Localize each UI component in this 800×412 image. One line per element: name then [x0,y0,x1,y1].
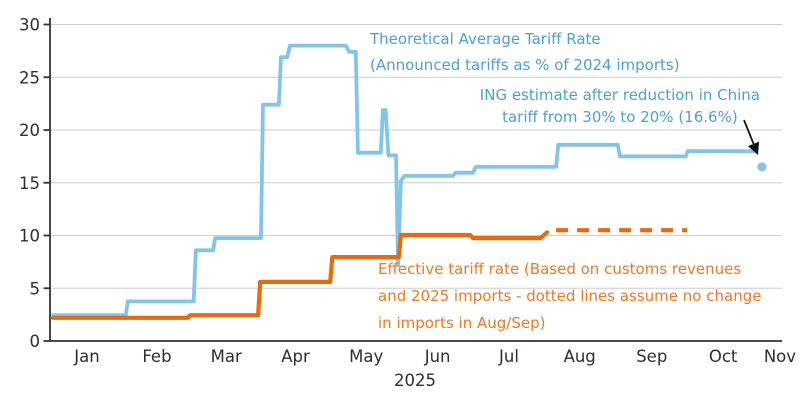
annotation-arrow [743,119,760,155]
annotation-theoretical-label: Theoretical Average Tariff Rate (Announc… [370,26,680,78]
annotation-line: and 2025 imports - dotted lines assume n… [378,287,762,305]
x-tick-label: Mar [211,347,242,366]
annotation-ing-estimate-label: ING estimate after reduction in China ta… [480,84,760,128]
y-tick-label: 10 [19,227,40,246]
annotation-line: ING estimate after reduction in China [479,86,760,104]
ing-estimate-point [757,162,767,172]
annotation-effective-label: Effective tariff rate (Based on customs … [378,256,761,337]
x-tick-label: Apr [281,347,310,366]
y-tick-label: 0 [30,332,41,351]
y-tick-label: 5 [30,279,41,298]
annotation-line: in imports in Aug/Sep) [378,314,546,332]
series-effective-tariff-rate [50,230,550,320]
x-tick-label: Aug [564,347,596,366]
annotation-line: Theoretical Average Tariff Rate [370,30,601,48]
y-tick-label: 25 [19,68,40,87]
x-tick-label: Jan [73,347,99,366]
x-tick-label: Oct [709,347,738,366]
x-tick-label: Jun [424,347,451,366]
annotation-line: (Announced tariffs as % of 2024 imports) [370,56,680,74]
x-tick-label: Nov [764,347,796,366]
annotation-line: tariff from 30% to 20% (16.6%) [502,108,738,126]
annotation-line: Effective tariff rate (Based on customs … [378,260,742,278]
y-tick-label: 30 [19,16,40,35]
x-tick-label: Jul [498,347,519,366]
y-tick-label: 15 [19,174,40,193]
plot-generated: 30 25 20 15 10 5 0 Jan Feb Mar Apr May Jun Jul Aug Sep O… [19,16,796,391]
x-axis-year-label: 2025 [394,371,436,390]
x-tick-label: Sep [636,347,667,366]
series-theoretical-average-tariff-rate [51,43,757,318]
x-tick-label: Feb [142,347,171,366]
x-tick-label: May [349,347,383,366]
y-tick-label: 20 [19,121,40,140]
